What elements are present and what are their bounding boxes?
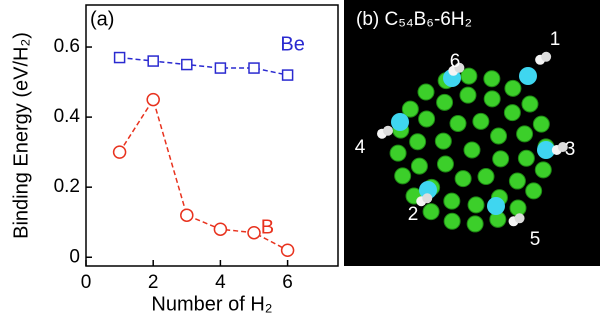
atom-label: 4 (355, 137, 366, 158)
carbon-atom (518, 150, 534, 166)
carbon-atom (435, 133, 451, 149)
marker (215, 63, 225, 73)
hydrogen-atom (383, 126, 393, 136)
marker (181, 209, 193, 221)
carbon-atom (450, 115, 466, 131)
x-tick-label: 4 (215, 272, 226, 293)
marker (282, 244, 294, 256)
y-tick-label: 0.2 (54, 176, 80, 197)
carbon-atom (444, 193, 460, 209)
x-axis-label: Number of H₂ (151, 293, 272, 315)
y-axis-label: Binding Energy (eV/H₂) (10, 32, 32, 239)
hydrogen-atom (541, 52, 551, 62)
carbon-atom (437, 156, 453, 172)
carbon-atom (418, 84, 434, 100)
carbon-atom (478, 169, 494, 185)
carbon-atom (493, 151, 509, 167)
marker (248, 227, 260, 239)
marker (182, 60, 192, 70)
x-tick-label: 6 (282, 272, 293, 293)
carbon-atom (444, 213, 460, 229)
carbon-atom (504, 105, 520, 121)
y-tick-label: 0 (69, 246, 80, 267)
atom-label: 5 (530, 229, 541, 250)
atom-label: 3 (565, 139, 576, 160)
carbon-atom (522, 96, 538, 112)
carbon-atom (411, 158, 427, 174)
hydrogen-atom (515, 213, 525, 223)
carbon-atom (491, 128, 507, 144)
carbon-atom (526, 183, 542, 199)
marker (114, 146, 126, 158)
y-tick-label: 0.6 (54, 36, 80, 57)
carbon-atom (455, 171, 471, 187)
figure: (b) C₅₄B₆-6H₂ 1 2 3 4 5 6 0 2 4 6 0 0.2 0.4 0.6 Number… (0, 0, 600, 323)
carbon-atom (467, 216, 483, 232)
carbon-atom (419, 111, 435, 127)
dopant-atom (391, 113, 409, 131)
carbon-atom (410, 134, 426, 150)
carbon-atom (484, 91, 500, 107)
y-tick-label: 0.4 (54, 106, 81, 127)
marker (214, 223, 226, 235)
carbon-atom (535, 162, 551, 178)
panel-label: (a) (90, 8, 114, 30)
carbon-atom (390, 145, 406, 161)
atom-label: 6 (450, 51, 461, 72)
x-tick-label: 0 (81, 272, 92, 293)
carbon-atom (437, 94, 453, 110)
carbon-atom (423, 204, 439, 220)
carbon-atom (509, 173, 525, 189)
atom-label: 2 (408, 204, 419, 225)
marker (148, 56, 158, 66)
series-label: Be (280, 33, 304, 55)
x-tick-label: 2 (148, 272, 159, 293)
dopant-atom (487, 197, 505, 215)
carbon-atom (395, 168, 411, 184)
carbon-atom (484, 71, 500, 87)
marker (249, 63, 259, 73)
marker (283, 70, 293, 80)
carbon-atom (505, 80, 521, 96)
series-line (120, 58, 288, 76)
marker (115, 53, 125, 63)
carbon-atom (464, 142, 480, 158)
carbon-atom (473, 113, 489, 129)
carbon-atom (468, 197, 484, 213)
series-label: B (261, 217, 274, 239)
dopant-atom (519, 67, 537, 85)
carbon-atom (517, 126, 533, 142)
hydrogen-atom (422, 193, 432, 203)
atom-label: 1 (550, 29, 561, 50)
carbon-atom (533, 116, 549, 132)
panel-b-title: (b) C₅₄B₆-6H₂ (356, 9, 472, 30)
carbon-atom (460, 87, 476, 103)
marker (147, 94, 159, 106)
